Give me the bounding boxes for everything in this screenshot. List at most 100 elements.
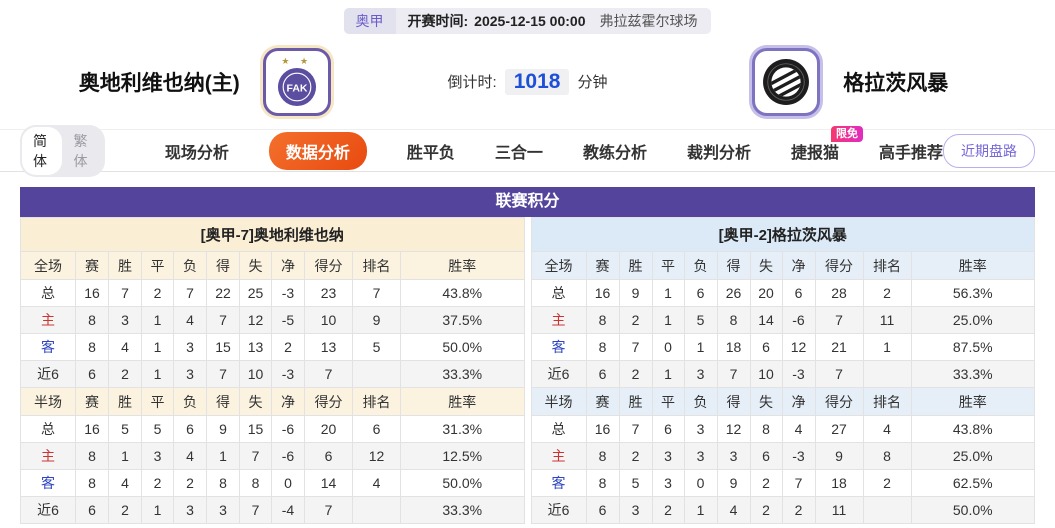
row-label: 总 — [530, 415, 587, 443]
column-header: 得分 — [814, 251, 864, 280]
stat-cell: 56.3% — [910, 279, 1035, 307]
nav-tab-4[interactable]: 教练分析 — [582, 144, 647, 162]
stat-cell: 6 — [304, 442, 353, 470]
table-row: 客 8 4 2 2 8 8 0 14 4 50.0% — [20, 469, 525, 497]
stat-cell: -3 — [781, 442, 816, 470]
stat-cell: 33.3% — [400, 496, 525, 524]
stat-cell: 50.0% — [400, 333, 525, 361]
lang-traditional[interactable]: 繁体 — [73, 132, 88, 169]
table-row: 客 8 5 3 0 9 2 7 18 2 62.5% — [530, 469, 1035, 497]
stat-cell: 2 — [618, 442, 653, 470]
column-header: 胜率 — [910, 387, 1035, 416]
column-header: 胜率 — [400, 251, 525, 280]
stat-cell: 8 — [75, 333, 109, 361]
recent-trend-button[interactable]: 近期盘路 — [943, 133, 1035, 168]
nav-tab-6[interactable]: 捷报猫 限免 — [791, 125, 863, 163]
table-row: 总 16 9 1 6 26 20 6 28 2 56.3% — [530, 279, 1035, 307]
nav-tab-3[interactable]: 三合一 — [494, 144, 543, 162]
nav-tab-2[interactable]: 胜平负 — [406, 144, 455, 162]
venue-name: 弗拉兹霍尔球场 — [599, 13, 698, 29]
nav-tab-5[interactable]: 裁判分析 — [686, 144, 751, 162]
stat-cell: 12 — [716, 415, 751, 443]
away-team-logo-inner — [752, 47, 821, 116]
section-label: 全场 — [530, 251, 587, 280]
stat-cell: 2 — [862, 279, 912, 307]
league-badge[interactable]: 奥甲 — [343, 8, 396, 34]
stat-cell: 3 — [108, 306, 142, 334]
stat-cell: 5 — [683, 306, 718, 334]
stat-cell: 6 — [651, 415, 685, 443]
stat-cell: 7 — [206, 360, 240, 388]
stat-cell: 8 — [862, 442, 912, 470]
column-header: 负 — [683, 251, 718, 280]
column-header: 平 — [651, 251, 685, 280]
stat-cell: 4 — [716, 496, 751, 524]
table-row: 主 8 2 1 5 8 14 -6 7 11 25.0% — [530, 306, 1035, 334]
table-row: 主 8 3 1 4 7 12 -5 10 9 37.5% — [20, 306, 525, 334]
column-header: 得分 — [814, 387, 864, 416]
nav-tab-1[interactable]: 数据分析 — [268, 131, 367, 170]
stat-cell: 12 — [239, 306, 272, 334]
row-label: 近6 — [20, 360, 76, 388]
stat-cell: 7 — [781, 469, 816, 497]
column-header: 得分 — [304, 387, 353, 416]
stat-cell: 1 — [862, 333, 912, 361]
stat-cell: 25.0% — [910, 442, 1035, 470]
stat-cell: 16 — [585, 415, 620, 443]
home-team-block: 奥地利维也纳(主) ★ ★ FAK — [0, 44, 413, 119]
table-row: 客 8 4 1 3 15 13 2 13 5 50.0% — [20, 333, 525, 361]
column-header: 得分 — [304, 251, 353, 280]
kickoff-label: 开赛时间: — [407, 13, 469, 29]
row-label: 客 — [530, 469, 587, 497]
stat-cell: 62.5% — [910, 469, 1035, 497]
stat-cell: 6 — [585, 496, 620, 524]
table-row: 总 16 7 6 3 12 8 4 27 4 43.8% — [530, 415, 1035, 443]
stat-cell: 25 — [239, 279, 272, 307]
nav-tab-0[interactable]: 现场分析 — [164, 144, 229, 162]
stat-cell: 2 — [618, 360, 653, 388]
column-header: 赛 — [75, 387, 109, 416]
stat-cell: 11 — [862, 306, 912, 334]
svg-text:FAK: FAK — [286, 83, 307, 94]
stat-cell: -6 — [781, 306, 816, 334]
stat-cell: 1 — [206, 442, 240, 470]
stat-cell: 9 — [618, 279, 653, 307]
nav-tab-7[interactable]: 高手推荐 — [878, 144, 943, 162]
stat-cell: 10 — [749, 360, 783, 388]
stat-cell: 7 — [352, 279, 401, 307]
team-header: [奥甲-7]奥地利维也纳 — [20, 217, 525, 252]
stat-cell: 7 — [814, 360, 864, 388]
league-standings: 联赛积分 [奥甲-7]奥地利维也纳 全场赛胜平负得失净得分 排名 胜率总 16 7 2 7 22… — [20, 187, 1035, 524]
stat-cell: 6 — [585, 360, 620, 388]
home-standings-table: [奥甲-7]奥地利维也纳 全场赛胜平负得失净得分 排名 胜率总 16 7 2 7 22 25 -3 2… — [20, 217, 525, 524]
stat-cell: 3 — [683, 442, 718, 470]
stat-cell: 3 — [716, 442, 751, 470]
stat-cell: 37.5% — [400, 306, 525, 334]
column-header: 负 — [683, 387, 718, 416]
stat-cell: 8 — [75, 306, 109, 334]
stat-cell: 21 — [814, 333, 864, 361]
section-label: 半场 — [530, 387, 587, 416]
stat-cell: 7 — [304, 360, 353, 388]
stat-cell: 8 — [75, 442, 109, 470]
stat-cell: 12.5% — [400, 442, 525, 470]
stat-cell: 2 — [108, 360, 142, 388]
standings-title: 联赛积分 — [20, 187, 1035, 217]
column-header: 得 — [206, 251, 240, 280]
stat-cell: 5 — [352, 333, 401, 361]
stat-cell: 8 — [206, 469, 240, 497]
stat-cell: 10 — [239, 360, 272, 388]
stat-cell: 1 — [141, 496, 174, 524]
stat-cell: 4 — [108, 333, 142, 361]
lang-simplified[interactable]: 简体 — [22, 126, 63, 175]
stat-cell: 6 — [75, 496, 109, 524]
stat-cell: 9 — [814, 442, 864, 470]
stat-cell: 3 — [618, 496, 653, 524]
column-header-row: 半场赛胜平负得失净得分 排名 胜率 — [530, 387, 1035, 416]
stat-cell: 7 — [239, 496, 272, 524]
home-logo-stars-icon: ★ ★ — [281, 56, 313, 66]
stat-cell: 1 — [651, 306, 685, 334]
stat-cell: 3 — [683, 360, 718, 388]
column-header: 得 — [716, 387, 751, 416]
column-header: 失 — [239, 251, 272, 280]
